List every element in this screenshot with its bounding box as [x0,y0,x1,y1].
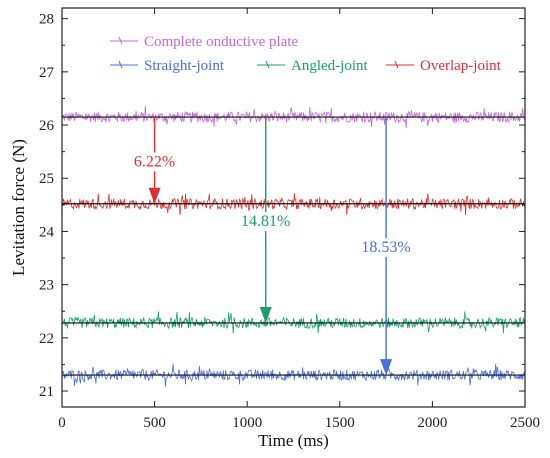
annotation-label-bg-1 [239,212,293,232]
legend-swatch-wiggle-3 [394,60,399,69]
annotation-label-1: 14.81% [241,213,290,230]
annotation-label-2: 18.53% [361,239,410,256]
series-line-2 [61,311,526,334]
legend-swatch-wiggle-1 [118,60,123,69]
legend-label-2: Angled-joint [291,58,368,74]
legend-swatch-wiggle-2 [265,60,270,69]
x-axis-title: Time (ms) [258,431,329,450]
y-tick-label-2: 23 [39,278,54,294]
annotation-arrow-head-2 [380,359,393,376]
mean-lines [62,116,525,376]
axes: 0 500 1000 1500 2000 2500 21 22 23 24 25 26 27 28 [39,7,540,431]
annotation-label-bg-0 [131,152,178,172]
y-tick-label-5: 26 [39,118,55,134]
series-line-0 [61,105,526,129]
x-tick-label-2: 1000 [232,415,262,431]
x-tick-label-3: 1500 [325,415,355,431]
y-tick-label-6: 27 [39,65,55,81]
x-tick-label-5: 2500 [510,415,540,431]
series-line-1 [61,363,526,387]
y-tick-label-7: 28 [39,12,54,28]
annotation-label-0: 6.22% [134,153,175,170]
y-axis-title: Levitation force (N) [9,139,28,276]
annotation-label-bg-2 [359,238,413,258]
annotation-arrow-head-1 [259,306,272,323]
y-tick-label-1: 22 [39,331,54,347]
x-tick-label-1: 500 [143,415,166,431]
legend-label-1: Straight-joint [144,58,225,74]
plot-frame [61,7,526,408]
y-tick-label-3: 24 [39,224,55,240]
series-line-3 [61,193,526,215]
y-tick-label-0: 21 [39,384,54,400]
legend-label-3: Overlap-joint [420,58,502,74]
series-traces [61,105,526,387]
legend: Complete onductive plate Straight-joint An… [110,34,502,74]
x-tick-label-0: 0 [58,415,66,431]
y-tick-label-4: 25 [39,171,54,187]
annotations: 6.22% 14.81% 18.53% [131,117,413,376]
annotation-arrow-head-0 [148,187,161,204]
x-tick-label-4: 2000 [417,415,447,431]
legend-swatch-wiggle-0 [118,36,123,45]
legend-label-0: Complete onductive plate [144,34,298,50]
